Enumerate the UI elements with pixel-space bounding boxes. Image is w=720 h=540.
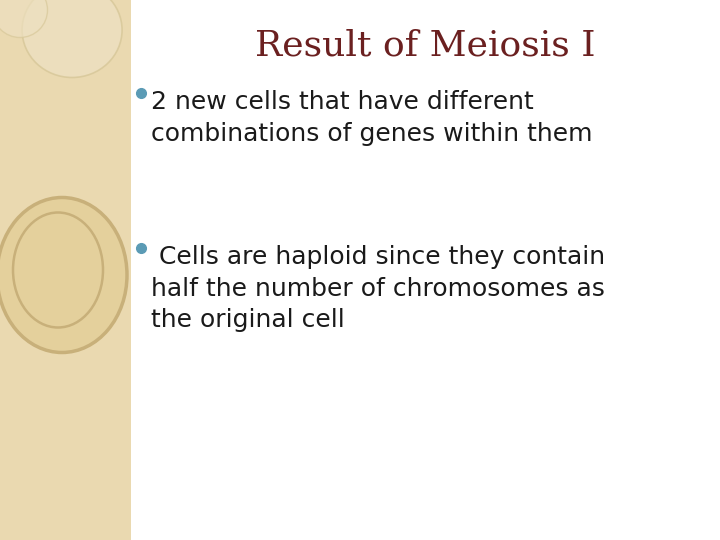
Text: Cells are haploid since they contain
half the number of chromosomes as
the origi: Cells are haploid since they contain hal… (151, 245, 606, 332)
Ellipse shape (0, 198, 127, 353)
Text: Result of Meiosis I: Result of Meiosis I (256, 28, 595, 62)
Bar (0, 0, 131, 540)
Text: 2 new cells that have different
combinations of genes within them: 2 new cells that have different combinat… (151, 90, 593, 146)
Ellipse shape (22, 0, 122, 78)
Ellipse shape (0, 0, 48, 37)
